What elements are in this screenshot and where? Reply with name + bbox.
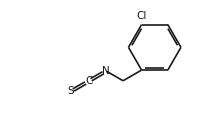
- Text: N: N: [102, 66, 110, 76]
- Text: S: S: [68, 86, 74, 96]
- Text: Cl: Cl: [136, 11, 147, 21]
- Text: C: C: [85, 76, 92, 86]
